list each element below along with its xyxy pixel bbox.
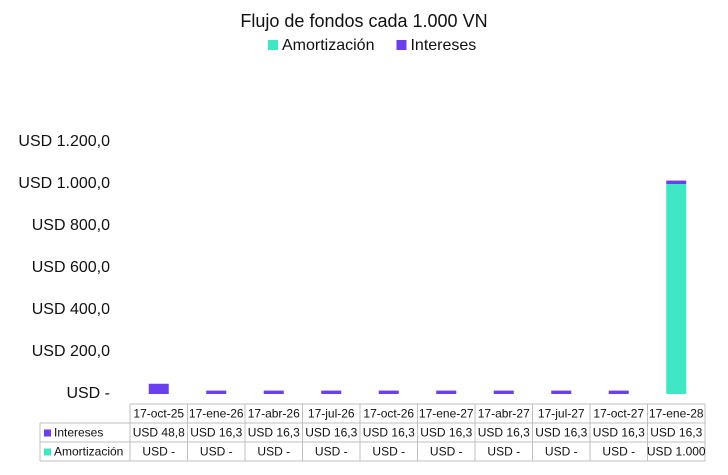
data-label: USD - xyxy=(315,445,348,459)
data-label: USD 16,3 xyxy=(650,426,702,440)
bar xyxy=(608,390,629,394)
data-label: USD 16,3 xyxy=(248,426,300,440)
data-label: USD - xyxy=(142,445,175,459)
legend-label: Intereses xyxy=(410,37,476,54)
data-label: USD 1.000 xyxy=(647,445,706,459)
bar xyxy=(378,390,399,394)
x-tick-label: 17-oct-25 xyxy=(133,407,184,421)
y-tick-label: USD 1.000,0 xyxy=(18,175,110,192)
data-label: USD - xyxy=(487,445,520,459)
data-label: USD - xyxy=(257,445,290,459)
legend-label: Amortización xyxy=(282,37,374,54)
x-tick-label: 17-jul-26 xyxy=(308,407,355,421)
bar xyxy=(551,390,572,394)
x-tick-label: 17-abr-27 xyxy=(478,407,530,421)
data-label: USD - xyxy=(430,445,463,459)
data-label: USD - xyxy=(372,445,405,459)
data-label: USD - xyxy=(602,445,635,459)
y-tick-label: USD 200,0 xyxy=(32,343,110,360)
y-tick-label: USD - xyxy=(66,385,110,402)
x-tick-label: 17-ene-28 xyxy=(649,407,704,421)
data-label: USD 16,3 xyxy=(420,426,472,440)
legend-key xyxy=(44,429,51,437)
data-label: USD 16,3 xyxy=(305,426,357,440)
legend-swatch xyxy=(268,40,278,50)
bar xyxy=(493,390,514,394)
x-tick-label: 17-ene-27 xyxy=(419,407,474,421)
bar xyxy=(436,390,457,394)
bar xyxy=(321,390,342,394)
data-label: USD - xyxy=(545,445,578,459)
legend-swatch xyxy=(396,40,407,50)
x-tick-label: 17-abr-26 xyxy=(248,407,300,421)
y-tick-label: USD 400,0 xyxy=(32,301,110,318)
row-label: Amortización xyxy=(54,445,123,459)
bar xyxy=(666,180,687,184)
bar xyxy=(263,390,284,394)
bar xyxy=(148,383,169,394)
data-label: USD 48,8 xyxy=(133,426,185,440)
data-label: USD 16,3 xyxy=(478,426,530,440)
data-label: USD 16,3 xyxy=(363,426,415,440)
bar xyxy=(666,184,687,394)
y-tick-label: USD 600,0 xyxy=(32,259,110,276)
y-tick-label: USD 800,0 xyxy=(32,217,110,234)
row-label: Intereses xyxy=(54,426,103,440)
bar xyxy=(206,390,227,394)
data-label: USD 16,3 xyxy=(535,426,587,440)
x-tick-label: 17-oct-27 xyxy=(593,407,644,421)
data-label: USD - xyxy=(200,445,233,459)
x-tick-label: 17-oct-26 xyxy=(363,407,414,421)
data-label: USD 16,3 xyxy=(593,426,645,440)
x-tick-label: 17-jul-27 xyxy=(538,407,585,421)
chart-title: Flujo de fondos cada 1.000 VN xyxy=(240,11,487,31)
y-tick-label: USD 1.200,0 xyxy=(18,133,110,150)
x-tick-label: 17-ene-26 xyxy=(189,407,244,421)
data-label: USD 16,3 xyxy=(190,426,242,440)
legend-key xyxy=(44,448,51,456)
